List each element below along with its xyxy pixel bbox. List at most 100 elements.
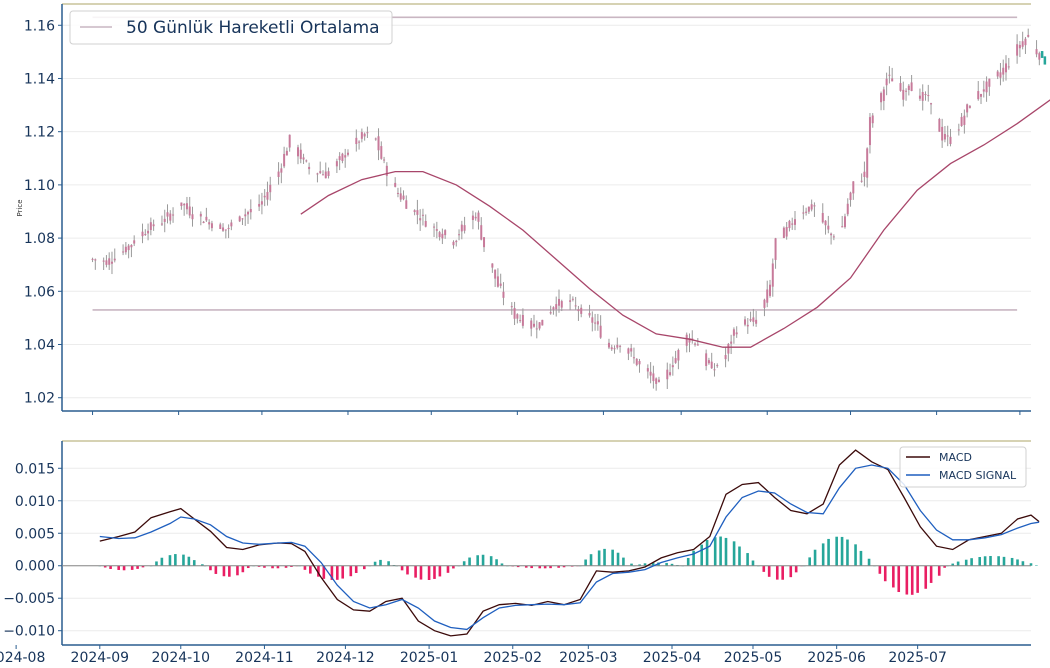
macd-histogram-bar [322, 565, 326, 579]
candle-body [321, 174, 324, 176]
macd-histogram-bar [897, 565, 901, 593]
candle-body [405, 200, 408, 209]
candle-body [166, 212, 169, 217]
candle-body [552, 307, 555, 310]
candle-body [438, 232, 441, 238]
macd-histogram-bar [341, 565, 345, 579]
macd-histogram-bar [222, 565, 226, 577]
macd-histogram-bar [622, 557, 625, 566]
candle-body [619, 345, 622, 347]
macd-histogram-bar [781, 565, 784, 580]
macd-histogram-bar [589, 554, 593, 566]
candle-body [516, 314, 519, 319]
candle-body [805, 211, 808, 213]
macd-histogram-bar [414, 565, 417, 578]
candle-body [891, 78, 894, 82]
macd-histogram-bar [692, 550, 695, 566]
macd-histogram-bar [924, 565, 928, 589]
price-legend: 50 Günlük Hareketli Ortalama [69, 10, 393, 45]
candle-body [788, 220, 791, 229]
candle-body [569, 300, 572, 302]
macd-histogram-bar [584, 559, 587, 566]
candle-body [807, 206, 810, 212]
macd-plot-area [62, 449, 1040, 637]
macd-histogram-bar [489, 556, 493, 566]
candle-body [830, 233, 833, 236]
price-y-tick-label: 1.04 [24, 337, 55, 353]
candle-body [774, 238, 777, 260]
macd-histogram-bar [878, 565, 882, 574]
candle-body [494, 269, 497, 279]
macd-histogram-bar [700, 544, 704, 566]
macd-histogram-bar [481, 554, 485, 566]
macd-histogram-bar [751, 560, 755, 566]
candle-body [241, 218, 244, 220]
candle-body [163, 218, 166, 222]
macd-histogram-bar [309, 565, 312, 574]
candle-body [910, 82, 913, 91]
candle-body [832, 236, 835, 238]
candle-body [122, 251, 125, 253]
price-legend-box [69, 10, 393, 45]
candle-body [471, 215, 474, 221]
candle-body [502, 291, 505, 298]
macd-histogram-bar [557, 565, 560, 568]
macd-histogram-bar [854, 544, 857, 566]
candle-body [705, 353, 708, 367]
candle-body [980, 93, 983, 97]
candle-body [199, 213, 202, 217]
candle-body [266, 191, 269, 200]
macd-y-tick-label: 0.010 [15, 494, 55, 510]
x-tick-label: 2025-01 [400, 650, 459, 666]
candle-body [599, 325, 602, 338]
candle-body [666, 369, 669, 380]
macd-histogram-bar [236, 565, 239, 576]
macd-histogram-bar [562, 565, 566, 568]
candle-body [91, 258, 94, 260]
macd-histogram-bar [446, 565, 450, 573]
candle-body [335, 161, 338, 167]
candle-body [724, 355, 727, 360]
macd-histogram-bar [813, 549, 817, 566]
candle-body [227, 227, 230, 229]
candle-body [374, 138, 377, 140]
candle-body [172, 214, 175, 216]
candle-body [1005, 63, 1008, 73]
macd-histogram-bar [1029, 563, 1033, 566]
candle-body [813, 205, 816, 207]
candle-body [297, 147, 300, 157]
price-y-tick-label: 1.06 [24, 284, 55, 300]
macd-histogram-bar [859, 550, 863, 566]
candle-body [535, 328, 538, 330]
candle-body [327, 171, 330, 177]
macd-histogram-bar [524, 565, 528, 568]
candle-body [380, 146, 383, 159]
candle-body [463, 225, 466, 231]
candle-body [996, 71, 999, 77]
macd-histogram-bar [438, 565, 442, 577]
candle-body [732, 329, 735, 336]
candle-body [963, 115, 966, 125]
macd-histogram-bar [937, 565, 941, 576]
price-y-tick-label: 1.10 [24, 178, 55, 194]
candle-body [674, 358, 677, 363]
candle-body [707, 360, 710, 364]
candle-body [205, 216, 208, 221]
candle-body [288, 134, 291, 148]
candle-body [555, 304, 558, 310]
candle-body [510, 306, 513, 308]
candle-body [627, 348, 630, 354]
candle-body [191, 214, 194, 220]
macd-y-tick-label: 0.005 [15, 526, 55, 542]
candle-body [219, 224, 222, 230]
macd-histogram-bar [130, 565, 134, 570]
macd-histogram-bar [379, 559, 382, 566]
candle-body [324, 171, 327, 179]
macd-histogram-bar [762, 565, 766, 572]
candle-body [130, 244, 133, 248]
candle-body [616, 344, 619, 348]
candle-body [299, 149, 302, 160]
macd-histogram-bar [354, 565, 358, 573]
candle-body [180, 202, 183, 206]
candle-body [383, 159, 386, 161]
